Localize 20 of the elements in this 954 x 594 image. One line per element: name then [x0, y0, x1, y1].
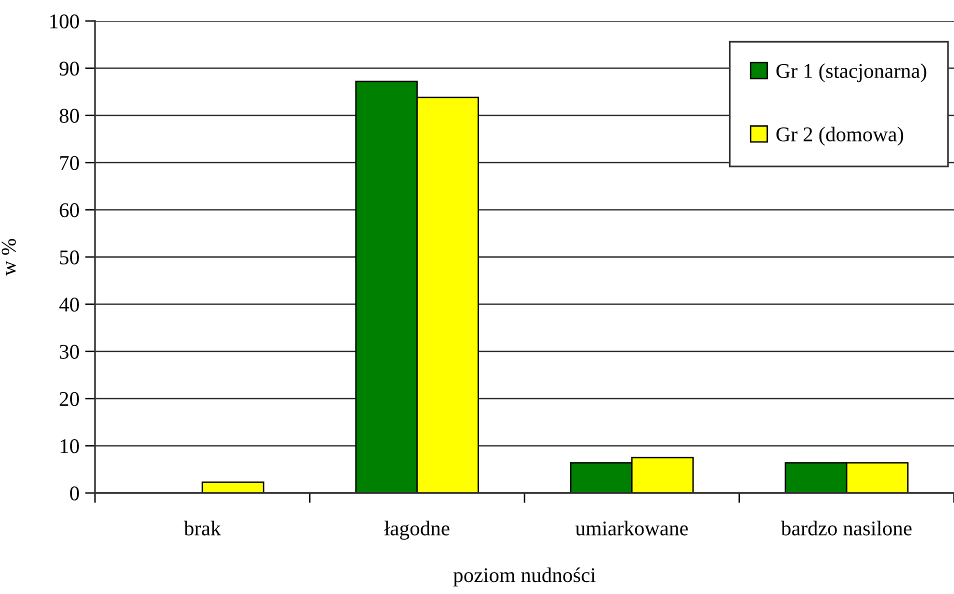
- legend-label: Gr 1 (stacjonarna): [776, 63, 926, 82]
- legend-label: Gr 2 (domowa): [776, 126, 904, 146]
- y-axis-title: w %: [2, 238, 16, 276]
- y-tick-label: 10: [60, 439, 79, 454]
- y-tick-label: 30: [60, 344, 79, 359]
- y-tick-label: 50: [60, 250, 79, 264]
- x-tick-label: łagodne: [384, 520, 450, 540]
- y-tick-label: 40: [59, 298, 79, 312]
- x-tick-label: brak: [184, 520, 221, 536]
- y-tick-label: 20: [60, 392, 79, 406]
- x-tick-label: bardzo nasilone: [780, 520, 912, 536]
- x-tick-label: umiarkowane: [575, 520, 688, 536]
- y-tick-label: 100: [50, 14, 79, 28]
- y-tick-label: 60: [60, 203, 79, 218]
- bar: [202, 481, 264, 493]
- y-tick-label: 70: [60, 156, 79, 170]
- y-tick-label: 80: [60, 108, 79, 123]
- y-tick-label: 0: [70, 486, 79, 500]
- y-tick-label: 90: [60, 62, 79, 76]
- x-axis-title: poziom nudności: [453, 568, 596, 586]
